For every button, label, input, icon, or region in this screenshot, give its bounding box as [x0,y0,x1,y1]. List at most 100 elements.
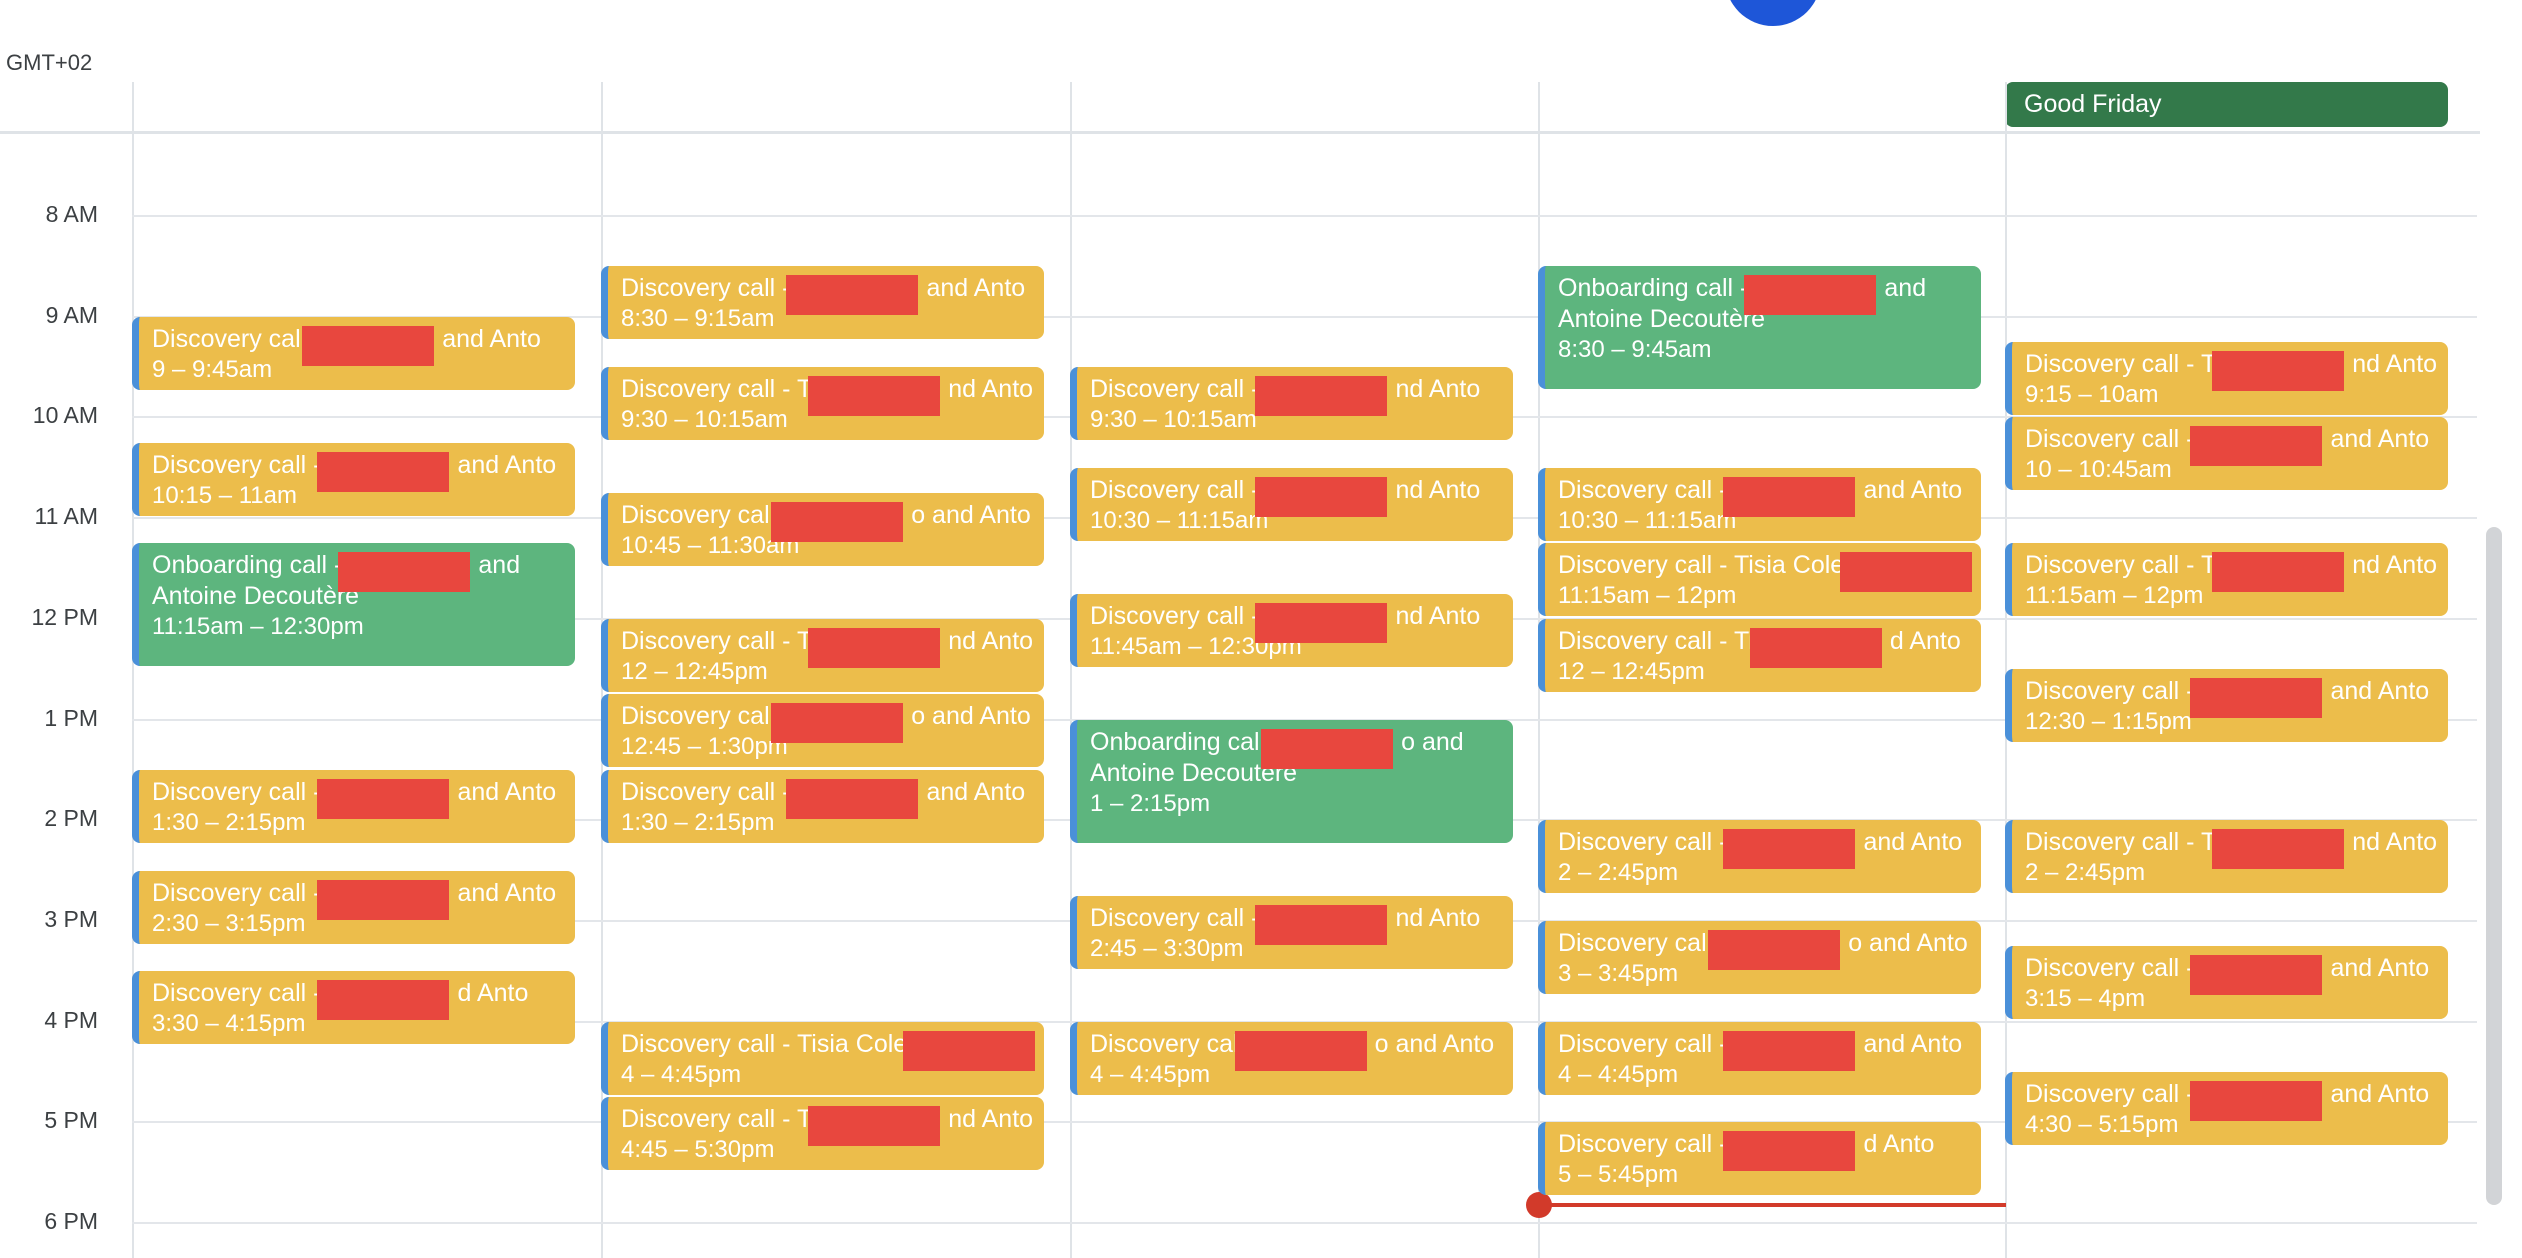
event-time: 12:45 – 1:30pm [621,733,788,760]
redaction-box [1723,477,1855,517]
event-title-text: Discovery call - T [621,627,813,655]
event-title-tail: and Anto [457,451,557,479]
event-title-text: Discovery call - [621,274,791,302]
event-time: 9:30 – 10:15am [621,406,788,433]
event-title-text: Onboarding call [1090,728,1266,756]
event-time: 2:45 – 3:30pm [1090,935,1244,962]
event-title-text: Onboarding call - [1558,274,1749,302]
event-title-text: Discovery call - [1090,476,1260,504]
event-time: 1 – 2:15pm [1090,790,1211,817]
event-title-text: Discovery call [621,702,776,730]
event-title-tail: and Anto [442,325,541,353]
event-title-tail: nd Anto [948,375,1034,403]
event-title-text: Discovery call - [1558,1030,1728,1058]
onboarding-call-event[interactable]: Onboarding call o and Antoine Decoutère 1 –… [1070,720,1513,843]
event-title-tail: d Anto [1889,627,1961,655]
event-title: Discovery call - and Anto [139,770,575,808]
redaction-box [808,376,940,416]
event-title-text: Discovery call - [2025,954,2195,982]
event-title-text: Discovery call - [152,778,322,806]
hour-label: 4 PM [44,1007,98,1033]
redaction-box [2212,351,2344,391]
discovery-call-event[interactable]: Discovery call - Tisia Cole and Anto 11:15… [1538,543,1981,616]
event-time: 2:30 – 3:15pm [152,910,306,937]
event-title-tail: and Anto [457,778,557,806]
event-title-text: Discovery call - [1558,476,1728,504]
redaction-box [1708,930,1840,970]
hour-label: 2 PM [44,805,98,831]
redaction-box [2190,955,2322,995]
redaction-box [771,502,903,542]
event-title-tail: and [478,551,521,579]
event-title: Discovery call o and Anto [1545,921,1981,959]
event-title-text: Discovery call - [2025,1080,2195,1108]
redaction-box [1255,477,1387,517]
discovery-call-event[interactable]: Discovery call - and Anto 1:30 – 2:15pm [601,770,1044,843]
event-title-tail: and Anto [1863,828,1963,856]
hour-label: 12 PM [31,604,98,630]
redaction-box [317,880,449,920]
redaction-box [2190,678,2322,718]
hour-gridline [132,316,2477,318]
hour-label: 3 PM [44,906,98,932]
account-avatar[interactable] [1725,0,1821,26]
event-title: Discovery call - nd Anto [1077,367,1513,405]
event-title-tail: nd Anto [1395,375,1481,403]
event-time: 12 – 12:45pm [1558,658,1705,685]
scrollbar[interactable] [2486,527,2502,1205]
event-title-tail: nd Anto [1395,476,1481,504]
event-title: Discovery call - nd Anto [1077,468,1513,506]
event-title-tail: nd Anto [2352,350,2438,378]
redaction-box [808,1106,940,1146]
event-title-text: Discovery call - [1090,375,1260,403]
event-title: Discovery call - T nd Anto [2012,342,2448,380]
event-title: Discovery call - and Anto [608,266,1044,304]
redaction-box [1235,1031,1367,1071]
event-time: 10:30 – 11:15am [1090,507,1269,534]
event-title-tail: and Anto [1863,1030,1963,1058]
redaction-box [903,1031,1035,1071]
event-title-text: Onboarding call - [152,551,343,579]
hour-label: 1 PM [44,705,98,731]
redaction-box [1750,628,1882,668]
event-title: Discovery call - and Anto [2012,1072,2448,1110]
event-title-tail: and Anto [2330,1080,2430,1108]
event-title-tail: o and Anto [911,702,1031,730]
event-title-text: Discovery call - T [621,375,813,403]
event-title: Discovery call - and Anto [608,770,1044,808]
redaction-box [2212,829,2344,869]
event-title-text: Discovery call - [1090,602,1260,630]
event-title: Discovery call - and Anto [2012,669,2448,707]
hour-label: 10 AM [32,402,98,428]
event-time: 2 – 2:45pm [2025,859,2146,886]
event-title-tail: nd Anto [1395,904,1481,932]
event-time: 3:15 – 4pm [2025,985,2146,1012]
redaction-box [1255,603,1387,643]
event-title-text: Discovery call - [2025,677,2195,705]
event-title: Onboarding call o and Antoine Decoutère [1077,720,1513,789]
onboarding-call-event[interactable]: Onboarding call - and Antoine Decoutère 11:… [132,543,575,666]
event-attendee: Antoine Decoutère [152,582,360,610]
event-title: Onboarding call - and Antoine Decoutère [139,543,575,612]
event-title: Discovery call - d Anto [1545,1122,1981,1160]
event-title-text: Discovery call - [152,451,322,479]
redaction-box [302,326,434,366]
hour-label: 8 AM [45,201,98,227]
hour-label: 6 PM [44,1208,98,1234]
redaction-box [1723,1131,1855,1171]
event-title-tail: and Anto [2330,677,2430,705]
event-title-text: Discovery call - T [621,1105,813,1133]
event-title-text: Discovery call - Tisia Cole [621,1030,908,1058]
event-title: Discovery call - Ti d Anto [1545,619,1981,657]
event-title-text: Discovery call - [152,979,322,1007]
event-time: 10 – 10:45am [2025,456,2172,483]
redaction-box [808,628,940,668]
discovery-call-event[interactable]: Discovery call o and Anto 10:45 – 11:30am [601,493,1044,566]
event-time: 4 – 4:45pm [621,1061,742,1088]
redaction-box [1723,829,1855,869]
event-time: 4 – 4:45pm [1558,1061,1679,1088]
event-title-tail: d Anto [1863,1130,1935,1158]
all-day-event-good-friday[interactable]: Good Friday [2005,82,2448,127]
redaction-box [317,452,449,492]
event-time: 5 – 5:45pm [1558,1161,1679,1188]
